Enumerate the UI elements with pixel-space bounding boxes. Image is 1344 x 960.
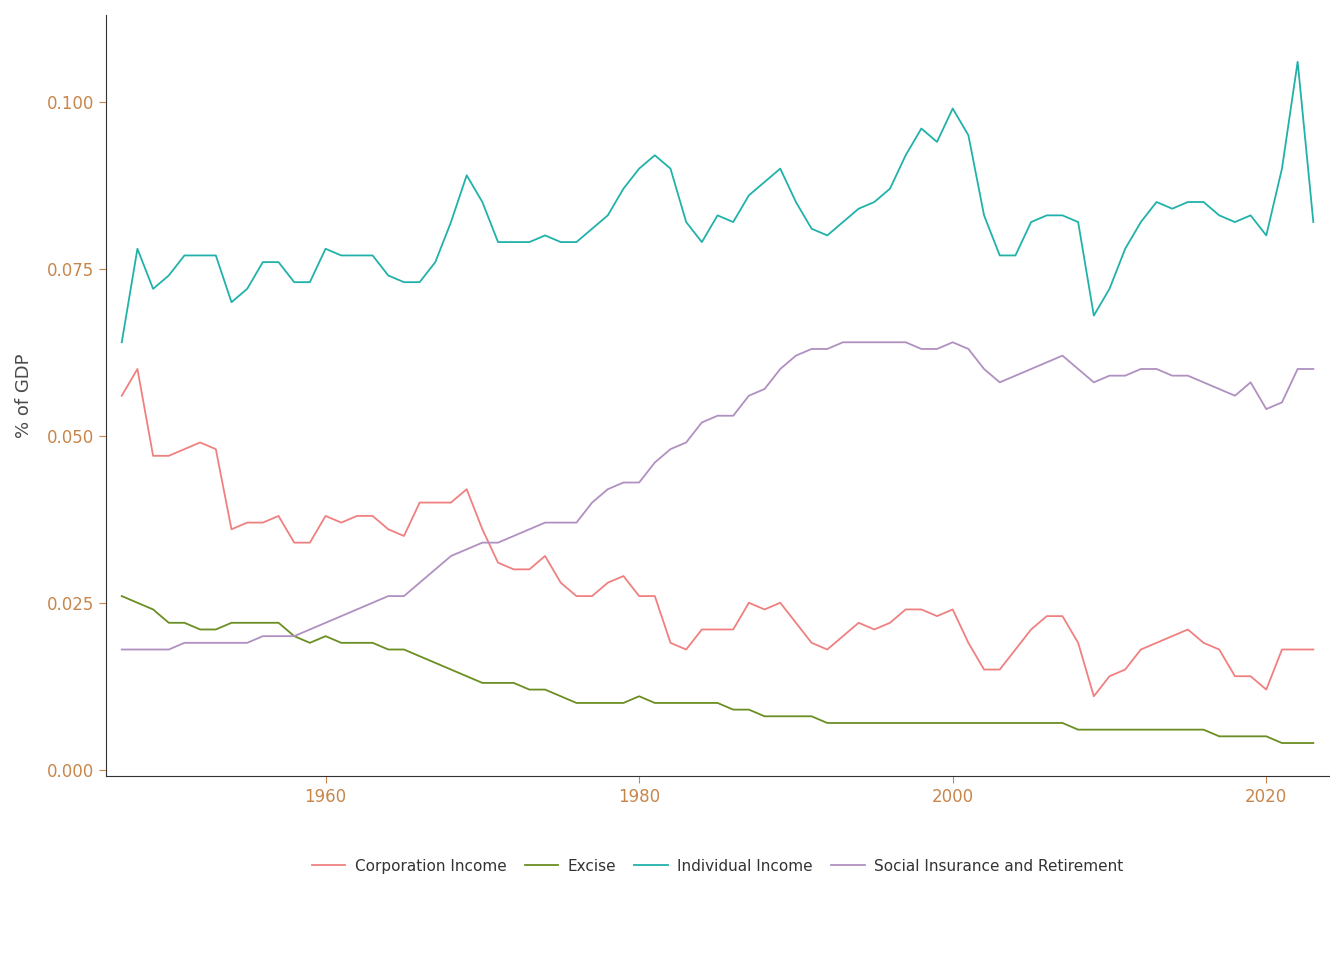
- Social Insurance and Retirement: [599, 484, 616, 495]
- Corporation Income: [521, 564, 538, 575]
- Corporation Income: [1086, 690, 1102, 702]
- Social Insurance and Retirement: [521, 523, 538, 535]
- Corporation Income: [538, 550, 554, 562]
- Individual Income: [505, 236, 521, 248]
- Corporation Income: [1305, 644, 1321, 656]
- Corporation Income: [616, 570, 632, 582]
- Excise: [773, 710, 789, 722]
- Social Insurance and Retirement: [632, 477, 648, 489]
- Social Insurance and Retirement: [835, 337, 851, 348]
- Line: Individual Income: Individual Income: [122, 61, 1313, 343]
- Individual Income: [599, 209, 616, 221]
- Excise: [1305, 737, 1321, 749]
- Excise: [114, 590, 130, 602]
- Corporation Income: [646, 590, 663, 602]
- Excise: [599, 697, 616, 708]
- Excise: [632, 690, 648, 702]
- Line: Social Insurance and Retirement: Social Insurance and Retirement: [122, 343, 1313, 650]
- Individual Income: [1305, 216, 1321, 228]
- Corporation Income: [114, 390, 130, 401]
- Line: Excise: Excise: [122, 596, 1313, 743]
- Individual Income: [521, 236, 538, 248]
- Individual Income: [349, 250, 366, 261]
- Individual Income: [773, 163, 789, 175]
- Corporation Income: [129, 363, 145, 374]
- Corporation Income: [364, 510, 380, 521]
- Legend: Corporation Income, Excise, Individual Income, Social Insurance and Retirement: Corporation Income, Excise, Individual I…: [305, 852, 1129, 879]
- Individual Income: [632, 163, 648, 175]
- Social Insurance and Retirement: [349, 604, 366, 615]
- Individual Income: [1290, 56, 1306, 67]
- Social Insurance and Retirement: [773, 363, 789, 374]
- Social Insurance and Retirement: [114, 644, 130, 656]
- Excise: [349, 637, 366, 649]
- Excise: [505, 677, 521, 688]
- Excise: [1274, 737, 1290, 749]
- Line: Corporation Income: Corporation Income: [122, 369, 1313, 696]
- Corporation Income: [788, 617, 804, 629]
- Excise: [521, 684, 538, 695]
- Y-axis label: % of GDP: % of GDP: [15, 353, 34, 438]
- Social Insurance and Retirement: [1305, 363, 1321, 374]
- Social Insurance and Retirement: [505, 530, 521, 541]
- Individual Income: [114, 337, 130, 348]
